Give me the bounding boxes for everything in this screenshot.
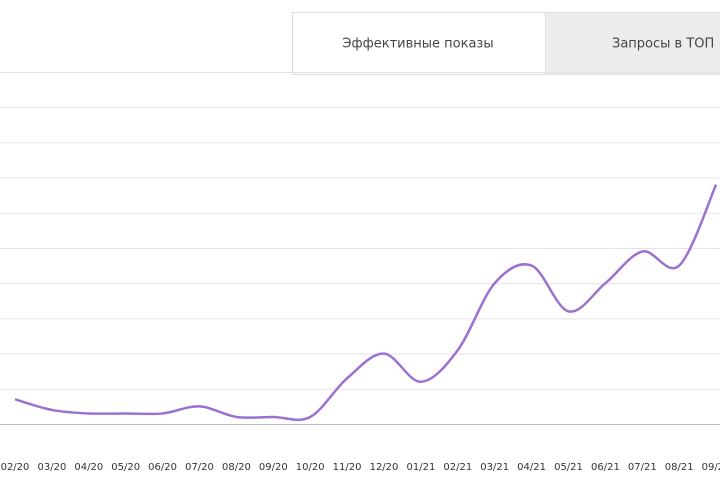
x-tick-label: 08/20	[222, 462, 251, 473]
x-tick-label: 05/20	[111, 462, 140, 473]
tab-label[interactable]: Запросы в ТОП	[612, 37, 714, 52]
x-tick-label: 03/21	[480, 462, 509, 473]
x-tick-label: 08/21	[665, 462, 694, 473]
tab-label[interactable]: Эффективные показы	[342, 37, 493, 52]
x-tick-label: 07/20	[185, 462, 214, 473]
x-tick-label: 05/21	[554, 462, 583, 473]
x-tick-label: 09/20	[259, 462, 288, 473]
x-tick-label: 01/21	[406, 462, 435, 473]
x-tick-label: 11/20	[333, 462, 362, 473]
x-tick-label: 02/20	[1, 462, 30, 473]
tab-active[interactable]	[292, 12, 546, 75]
x-tick-label: 07/21	[628, 462, 657, 473]
x-tick-label: 04/21	[517, 462, 546, 473]
x-tick-label: 03/20	[37, 462, 66, 473]
x-tick-label: 10/20	[296, 462, 325, 473]
x-tick-label: 06/21	[591, 462, 620, 473]
x-tick-label: 06/20	[148, 462, 177, 473]
x-tick-label: 12/20	[370, 462, 399, 473]
line	[14, 184, 718, 422]
tab[interactable]	[545, 12, 720, 75]
x-tick-label: 09/21	[702, 462, 720, 473]
x-tick-label: 02/21	[443, 462, 472, 473]
x-tick-label: 04/20	[74, 462, 103, 473]
